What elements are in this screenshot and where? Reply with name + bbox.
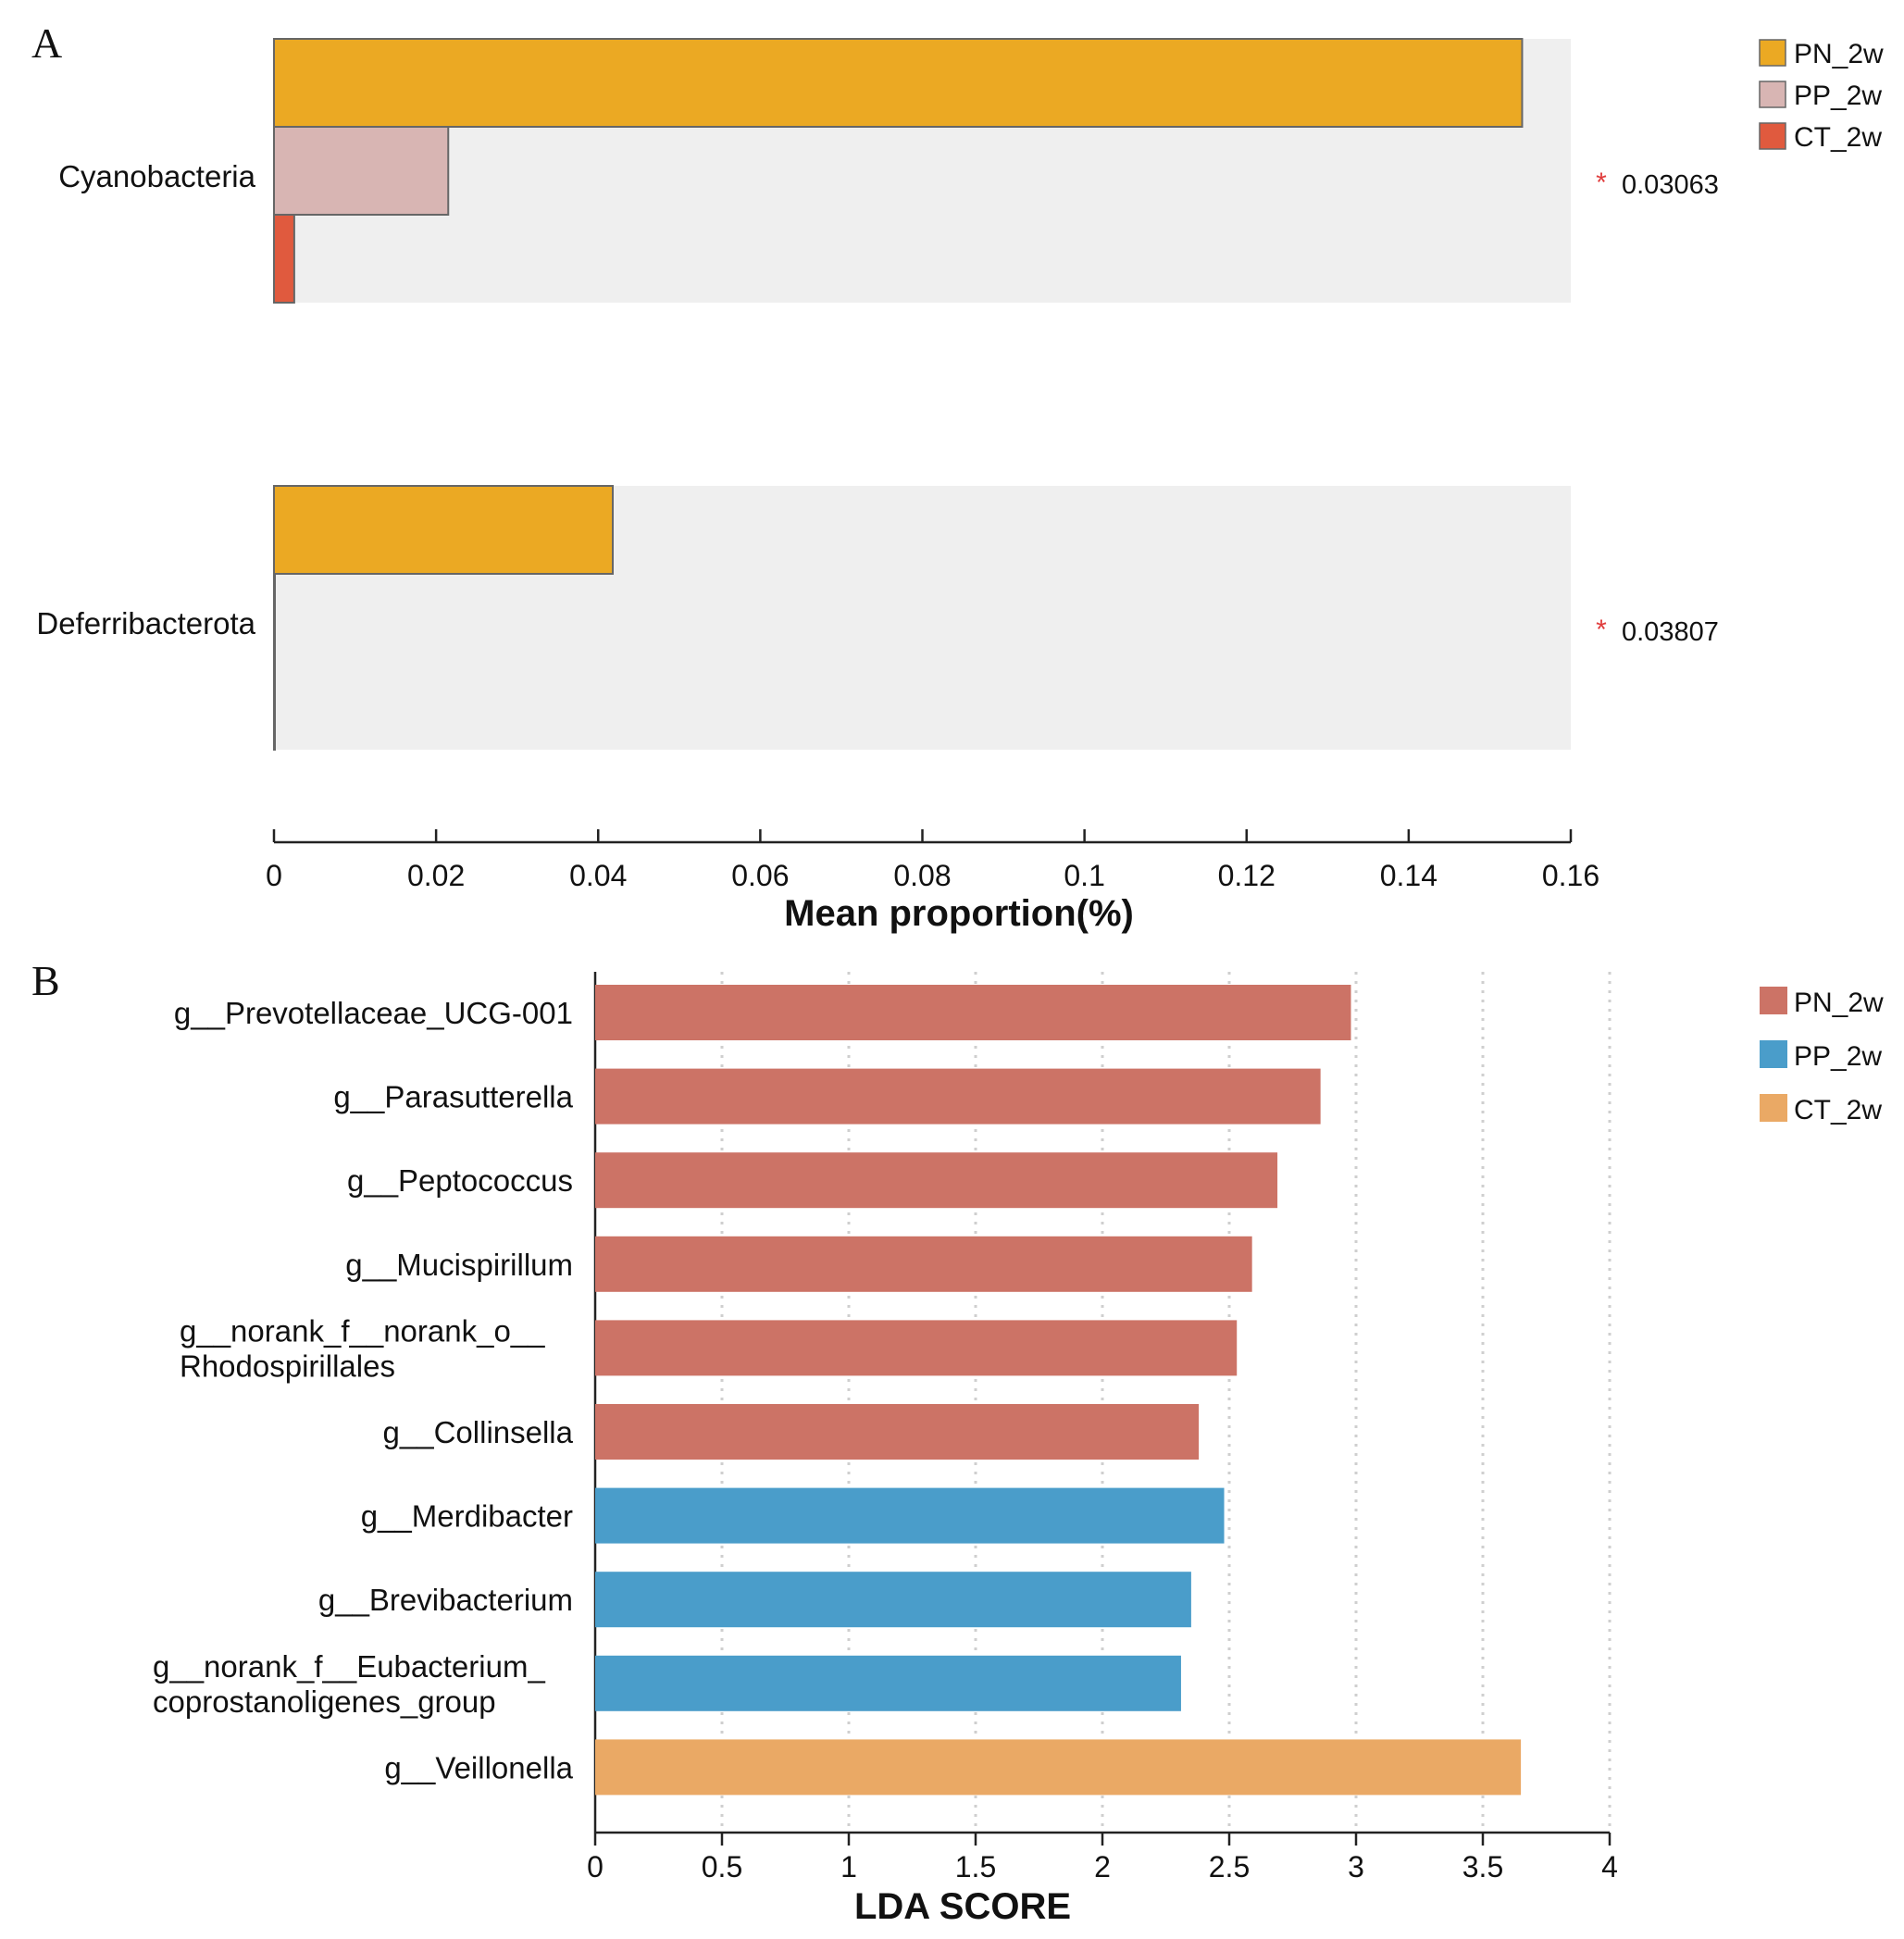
- bar-cyanobacteria-ct_2w: [273, 214, 295, 304]
- panel-a-x-axis-title: Mean proportion(%): [784, 893, 1134, 934]
- panel-b-x-axis: 0 0.5 1 1.5 2 2.5 3 3.5 4: [587, 1831, 1618, 1883]
- x-tick-label: 0.14: [1380, 859, 1437, 892]
- category-label-5: g__Collinsella: [383, 1415, 574, 1449]
- panel-a-x-axis: 0 0.02 0.04 0.06 0.08 0.1 0.12 0.14 0.16: [266, 829, 1599, 892]
- panel-a-legend: PN_2w PP_2w CT_2w: [1759, 39, 1884, 153]
- category-label-deferribacterota: Deferribacterota: [36, 606, 255, 640]
- category-label-0: g__Prevotellaceae_UCG-001: [174, 996, 573, 1030]
- panel-a-category-labels: Cyanobacteria Deferribacterota: [36, 159, 255, 640]
- bar-4: [595, 1320, 1238, 1376]
- panel-letter-b: B: [31, 957, 60, 1004]
- x-tick-label: 0.12: [1218, 859, 1276, 892]
- category-label-2: g__Peptococcus: [347, 1163, 573, 1198]
- x-tick-label: 2: [1094, 1850, 1111, 1883]
- bar-1: [595, 1068, 1321, 1125]
- legend-label-ct_2w: CT_2w: [1794, 1095, 1882, 1125]
- category-label-7: g__Brevibacterium: [318, 1583, 573, 1617]
- bar-7: [595, 1572, 1191, 1628]
- panel-b-category-labels: g__Prevotellaceae_UCG-001 g__Parasutterel…: [153, 996, 574, 1784]
- category-label-6: g__Merdibacter: [361, 1499, 573, 1534]
- category-label-cyanobacteria: Cyanobacteria: [58, 159, 255, 193]
- x-tick-label: 0.1: [1064, 859, 1104, 892]
- bar-cyanobacteria-pn_2w: [273, 38, 1524, 128]
- category-label-3: g__Mucispirillum: [345, 1248, 573, 1282]
- bar-8: [595, 1655, 1181, 1711]
- category-label-8-line1: g__norank_f__Eubacterium_: [153, 1649, 545, 1684]
- bar-deferribacterota-pn_2w: [273, 485, 615, 575]
- panel-a-p-values: * 0.03063 * 0.03807: [1596, 168, 1719, 647]
- panel-b: B g__Prevotellaceae_UCG-001 g__Parasutter…: [31, 957, 1884, 1927]
- x-tick-label: 1: [840, 1850, 857, 1883]
- x-tick-label: 3: [1348, 1850, 1364, 1883]
- legend-label-pn_2w: PN_2w: [1794, 988, 1884, 1018]
- category-label-4-line1: g__norank_f__norank_o__: [180, 1313, 545, 1348]
- x-tick-label: 0.04: [569, 859, 627, 892]
- bar-6: [595, 1487, 1225, 1544]
- bar-2: [595, 1152, 1278, 1209]
- panel-b-legend: PN_2w PP_2w CT_2w: [1760, 987, 1884, 1125]
- panel-a-bars: [273, 38, 1524, 751]
- x-tick-label: 0.16: [1542, 859, 1599, 892]
- x-tick-label: 0.06: [731, 859, 789, 892]
- legend-label-pp_2w: PP_2w: [1794, 81, 1882, 111]
- bar-deferribacterota-pp_2w: [273, 573, 276, 663]
- bar-9: [595, 1739, 1522, 1796]
- x-tick-label: 0: [587, 1850, 604, 1883]
- panel-b-bars: [595, 985, 1522, 1796]
- legend-swatch-pp_2w: [1760, 1040, 1787, 1068]
- category-label-8-line2: coprostanoligenes_group: [153, 1684, 496, 1719]
- x-tick-label: 0.08: [893, 859, 951, 892]
- legend-swatch-pn_2w: [1759, 39, 1786, 67]
- legend-swatch-ct_2w: [1759, 122, 1786, 150]
- bar-deferribacterota-ct_2w: [273, 661, 276, 751]
- x-tick-label: 0.5: [702, 1850, 742, 1883]
- bar-0: [595, 985, 1351, 1040]
- p-value-cyanobacteria: 0.03063: [1622, 170, 1719, 200]
- x-tick-label: 0.02: [407, 859, 465, 892]
- significance-star-deferribacterota: *: [1596, 615, 1607, 645]
- panel-a: A Cyanobacteria Deferribacterota * 0.03063…: [31, 19, 1884, 934]
- category-label-4-line2: Rhodospirillales: [180, 1349, 395, 1383]
- legend-label-pn_2w: PN_2w: [1794, 39, 1884, 69]
- panel-b-x-axis-title: LDA SCORE: [854, 1886, 1071, 1927]
- p-value-deferribacterota: 0.03807: [1622, 617, 1719, 647]
- legend-label-pp_2w: PP_2w: [1794, 1041, 1882, 1072]
- legend-swatch-ct_2w: [1760, 1094, 1787, 1122]
- bar-3: [595, 1236, 1252, 1292]
- x-tick-label: 1.5: [955, 1850, 996, 1883]
- panel-letter-a: A: [31, 19, 62, 67]
- significance-star-cyanobacteria: *: [1596, 168, 1607, 198]
- bar-5: [595, 1404, 1200, 1460]
- x-tick-label: 0: [266, 859, 282, 892]
- x-tick-label: 4: [1601, 1850, 1618, 1883]
- panel-a-backgrounds: [274, 39, 1571, 750]
- legend-swatch-pp_2w: [1759, 81, 1786, 108]
- category-label-9: g__Veillonella: [384, 1750, 573, 1784]
- legend-label-ct_2w: CT_2w: [1794, 122, 1882, 153]
- x-tick-label: 2.5: [1209, 1850, 1250, 1883]
- legend-swatch-pn_2w: [1760, 987, 1787, 1014]
- category-label-1: g__Parasutterella: [333, 1080, 573, 1114]
- x-tick-label: 3.5: [1462, 1850, 1503, 1883]
- bar-cyanobacteria-pp_2w: [273, 126, 450, 216]
